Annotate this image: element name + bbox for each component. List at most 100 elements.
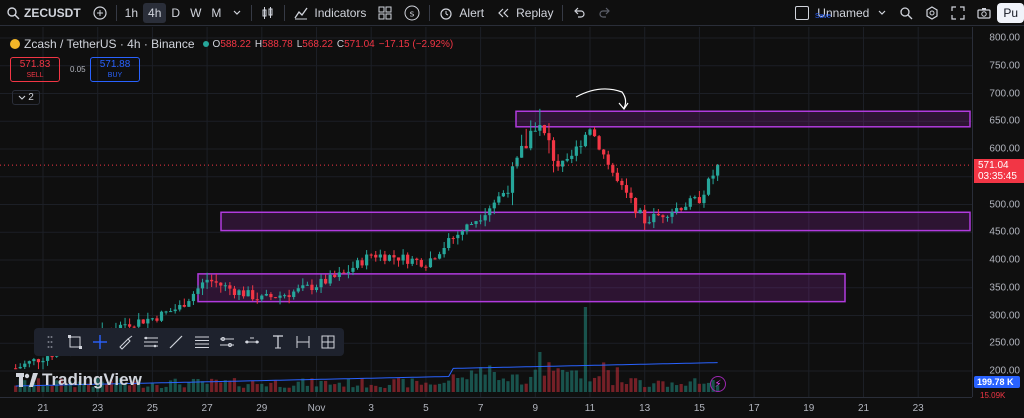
price-chart[interactable]: [0, 27, 972, 397]
volume-bar: [310, 378, 314, 392]
timeframe-dropdown[interactable]: [226, 0, 248, 26]
volume-bar: [524, 383, 528, 392]
settings-button[interactable]: [919, 0, 945, 26]
rectangle-tool[interactable]: [63, 331, 86, 353]
fullscreen-button[interactable]: [945, 0, 971, 26]
indicators-button[interactable]: Indicators: [288, 0, 372, 26]
templates-button[interactable]: [372, 0, 398, 26]
candle-body: [155, 318, 159, 321]
volume-bar: [428, 384, 433, 392]
volume-bar: [661, 381, 665, 392]
path-tool[interactable]: [241, 331, 264, 353]
timeframe-m[interactable]: M: [211, 5, 222, 20]
redo-icon: [599, 7, 611, 18]
fib-tool[interactable]: [190, 331, 213, 353]
undo-icon: [574, 7, 585, 18]
volume-bar: [200, 381, 205, 392]
volume-bar: [64, 385, 68, 392]
live-data-button[interactable]: ⚡: [710, 376, 726, 392]
candle-body: [196, 288, 200, 294]
volume-bar: [333, 384, 337, 392]
compare-button[interactable]: [87, 0, 113, 26]
text-tool[interactable]: [266, 331, 289, 353]
candle-body: [661, 215, 665, 218]
undo-button[interactable]: [566, 0, 592, 26]
volume-bar: [141, 387, 145, 392]
indicators-icon: [294, 7, 308, 19]
replay-label: Replay: [516, 5, 554, 20]
volume-bar: [282, 387, 287, 392]
candle-body: [187, 301, 191, 307]
alert-button[interactable]: Alert: [433, 0, 490, 26]
candle-body: [36, 359, 41, 363]
volume-bar: [456, 377, 460, 392]
timeframe-1h[interactable]: 1h: [124, 5, 139, 20]
volume-bar: [392, 379, 396, 392]
trend-line-tool[interactable]: [165, 331, 188, 353]
candle-body: [150, 318, 154, 320]
volume-bar: [355, 385, 360, 392]
drawing-toolbar: [34, 328, 344, 356]
volume-bar: [561, 369, 565, 392]
text-cursor-icon: [272, 335, 283, 349]
symbol-search[interactable]: ZECUSDT: [0, 0, 87, 26]
alert-label: Alert: [459, 5, 485, 20]
volume-bar: [32, 383, 36, 392]
volume-bar: [652, 383, 656, 392]
candle-body: [428, 258, 433, 268]
bar-countdown: 03:35:45: [978, 171, 1017, 183]
timeframe-d[interactable]: D: [171, 5, 181, 20]
publish-button[interactable]: Pu: [997, 2, 1024, 23]
drag-handle[interactable]: [38, 331, 61, 353]
volume-bar: [132, 381, 136, 392]
series-legend: Zcash / TetherUS · 4h · Binance O588.22 …: [10, 37, 453, 51]
horizontal-ray-tool[interactable]: [215, 331, 238, 353]
candle-body: [706, 178, 711, 195]
candle-body: [483, 215, 487, 221]
candle-body: [378, 254, 382, 258]
redo-button[interactable]: [592, 0, 618, 26]
candle-body: [159, 311, 164, 321]
candle-body: [652, 214, 656, 223]
svg-text:s: s: [410, 9, 415, 19]
date-range-tool[interactable]: [291, 331, 314, 353]
grid-tool[interactable]: [317, 331, 340, 353]
indicators-collapse-button[interactable]: 2: [12, 90, 40, 105]
layout-menu[interactable]: Unnamed: [789, 0, 893, 26]
volume-bar: [301, 378, 305, 392]
time-axis[interactable]: 21 23 25 27 29 Nov 3 5 7 9 11 13 15 17 19 21 23: [0, 397, 972, 418]
price-axis[interactable]: 800.00750.00700.00650.00600.00550.00500.…: [972, 27, 1024, 397]
quick-search-button[interactable]: [893, 0, 919, 26]
sell-button[interactable]: 571.83 SELL: [10, 57, 60, 82]
candle-body: [23, 363, 27, 367]
volume-bar: [77, 381, 82, 392]
buy-button[interactable]: 571.88 BUY: [90, 57, 140, 82]
annotation-arrowhead: [618, 102, 629, 111]
timeframe-w[interactable]: W: [190, 5, 202, 20]
volume-bar: [656, 380, 660, 392]
crosshair-tool[interactable]: [89, 331, 112, 353]
candle-body: [387, 255, 392, 261]
tradingview-logo[interactable]: TradingView: [16, 370, 142, 390]
snapshot-button[interactable]: [971, 0, 997, 26]
parallel-channel-tool[interactable]: [139, 331, 162, 353]
candle-body: [301, 285, 305, 289]
volume-bar: [538, 352, 542, 392]
candle-body: [342, 272, 346, 274]
candle-body: [219, 282, 223, 286]
scripts-button[interactable]: s: [398, 0, 426, 26]
volume-bar: [442, 382, 446, 392]
volume-bar: [706, 382, 711, 392]
candle-body: [191, 293, 196, 302]
candle-body: [246, 290, 250, 297]
chart-type-button[interactable]: [255, 0, 281, 26]
low-value: 568.22: [302, 38, 333, 50]
timeframe-4h[interactable]: 4h: [143, 2, 167, 23]
time-tick-label: 27: [201, 403, 213, 414]
candle-body: [415, 258, 419, 260]
volume-bar: [447, 380, 451, 392]
replay-button[interactable]: Replay: [490, 0, 559, 26]
volume-bar: [629, 378, 633, 392]
brush-tool[interactable]: [114, 331, 137, 353]
candle-body: [410, 258, 414, 264]
